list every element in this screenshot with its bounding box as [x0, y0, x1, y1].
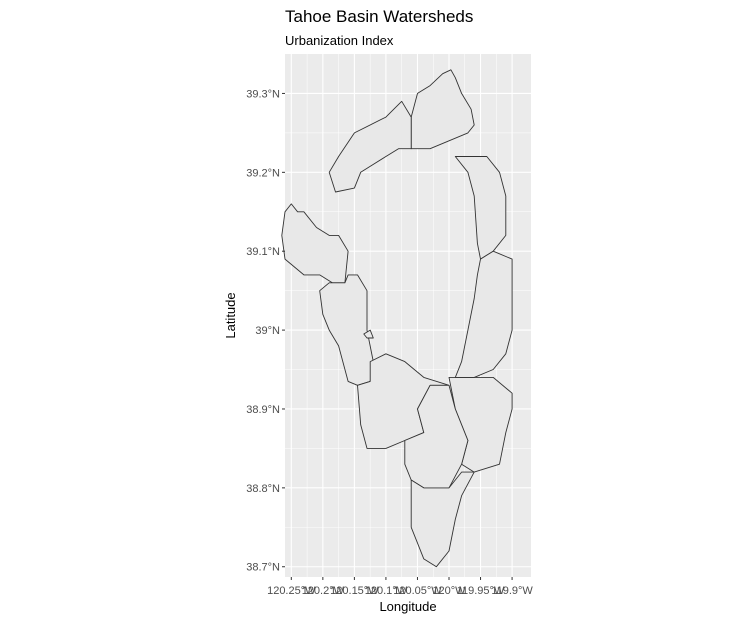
chart-subtitle: Urbanization Index	[285, 33, 394, 48]
y-tick-label: 38.7°N	[246, 562, 280, 574]
y-axis-title: Latitude	[223, 292, 238, 338]
y-tick-label: 39.2°N	[246, 167, 280, 179]
y-tick-label: 38.8°N	[246, 483, 280, 495]
y-tick-label: 39.3°N	[246, 88, 280, 100]
y-axis-ticks: 38.7°N 38.8°N 38.9°N 39°N 39.1°N 39.2°N 39.3°N	[246, 88, 285, 573]
x-axis-title: Longitude	[379, 599, 436, 614]
x-tick-label: 119.9°W	[491, 585, 533, 597]
x-axis-ticks: 120.25°W120.2°W120.15°W120.1°W120.05°W12…	[267, 577, 533, 597]
y-tick-label: 39°N	[255, 325, 280, 337]
y-tick-label: 39.1°N	[246, 246, 280, 258]
y-tick-label: 38.9°N	[246, 404, 280, 416]
chart-title: Tahoe Basin Watersheds	[285, 7, 473, 26]
